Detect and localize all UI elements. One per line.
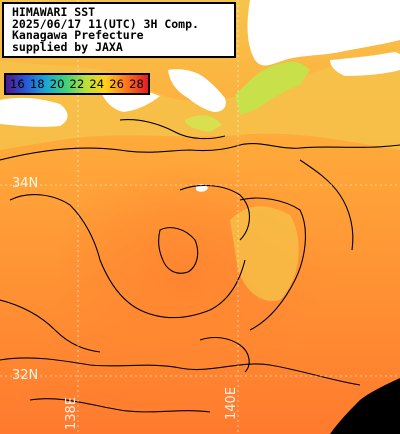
legend-tick: 28 (129, 77, 144, 91)
info-box: HIMAWARI SST 2025/06/17 11(UTC) 3H Comp.… (2, 2, 236, 58)
no-data-se-2 (370, 410, 400, 434)
info-title: HIMAWARI SST (12, 5, 96, 19)
contour-line (158, 227, 199, 274)
legend-tick: 16 (10, 77, 25, 91)
legend-tick: 18 (29, 77, 45, 91)
land-izu-north (168, 69, 226, 112)
legend-tick: 20 (49, 77, 65, 91)
lat-label-34: 34N (12, 176, 39, 191)
lon-label-140: 140E (224, 386, 239, 420)
contour-line (9, 194, 246, 319)
coastal-green-n (185, 115, 222, 132)
contour-line (239, 197, 306, 331)
contour-line (179, 184, 250, 241)
contour-line (0, 143, 400, 161)
contour-line (299, 159, 354, 251)
sst-color-legend: 16 18 20 22 24 26 28 (4, 73, 150, 95)
land-west-coast (0, 97, 68, 127)
contour-line (29, 398, 211, 413)
info-supplier: supplied by JAXA (12, 39, 123, 54)
legend-tick: 24 (89, 77, 105, 91)
land-east-peninsula (330, 52, 400, 76)
contour-line (119, 119, 226, 140)
land-north-east (247, 0, 400, 66)
contour-line (0, 357, 361, 386)
contour-line (199, 336, 250, 373)
lat-label-32: 32N (12, 368, 39, 383)
coastal-green-ne (235, 61, 310, 115)
legend-tick: 22 (69, 77, 85, 91)
legend-tick: 26 (109, 77, 125, 91)
info-datetime: 2025/06/17 11(UTC) 3H Comp. (12, 16, 199, 31)
contour-line (0, 299, 101, 353)
isotherm-contours (0, 119, 400, 413)
info-region: Kanagawa Prefecture (12, 28, 144, 42)
lon-label-138: 138E (64, 396, 79, 430)
